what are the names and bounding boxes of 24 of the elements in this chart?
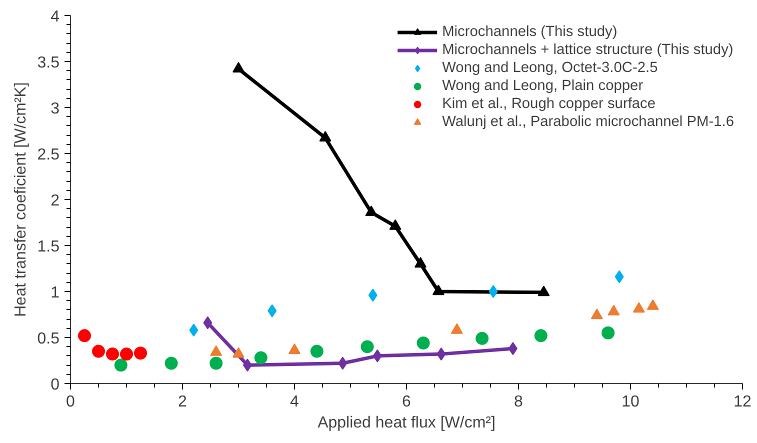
legend-label: Wong and Leong, Plain copper bbox=[442, 77, 644, 95]
x-tick-label: 4 bbox=[290, 394, 300, 410]
y-axis-title: Heat transfer coeficient [W/cm²K] bbox=[12, 82, 30, 317]
x-tick-label: 2 bbox=[178, 394, 188, 410]
y-tick-label: 1.5 bbox=[37, 238, 60, 256]
x-tick-label: 10 bbox=[622, 394, 640, 410]
x-tick-label: 0 bbox=[66, 394, 76, 410]
y-tick-label: 4 bbox=[50, 8, 60, 26]
y-tick-label: 2 bbox=[50, 192, 60, 210]
x-axis-title: Applied heat flux [W/cm²] bbox=[318, 414, 496, 432]
legend-label: Wong and Leong, Octet-3.0C-2.5 bbox=[442, 59, 658, 77]
x-tick-label: 6 bbox=[402, 394, 412, 410]
y-tick-label: 1 bbox=[50, 284, 60, 302]
y-tick-label: 0.5 bbox=[37, 330, 60, 348]
y-tick-label: 0 bbox=[50, 376, 60, 394]
x-tick-label: 8 bbox=[514, 394, 524, 410]
y-tick-label: 3 bbox=[50, 100, 60, 118]
legend-label: Microchannels + lattice structure (This study) bbox=[442, 41, 734, 59]
x-tick-label: 12 bbox=[734, 394, 752, 410]
y-tick-label: 2.5 bbox=[37, 146, 60, 164]
legend-label: Microchannels (This study) bbox=[442, 23, 618, 41]
y-tick-label: 3.5 bbox=[37, 54, 60, 72]
legend-label: Walunj et al., Parabolic microchannel PM-1.6 bbox=[442, 113, 734, 131]
legend-label: Kim et al., Rough copper surface bbox=[442, 95, 656, 113]
